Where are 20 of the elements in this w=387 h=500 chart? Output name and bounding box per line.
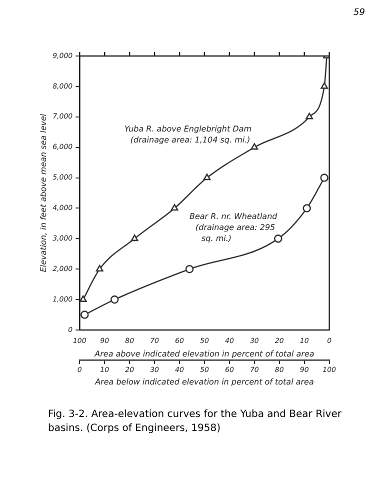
point	[110, 295, 119, 304]
caption: Fig. 3-2. Area-elevation curves for the Yuba and Bear River basins. (Corps of Engineers, 1958)	[48, 408, 342, 436]
point	[96, 264, 104, 272]
point	[185, 264, 194, 274]
series-label: Bear R. nr. Wheatland (drainage area: 295 sq. mi.)	[190, 212, 278, 244]
series-label: Yuba R. above Englebright Dam (drainage area: 1,104 sq. mi.)	[124, 124, 252, 144]
point	[80, 310, 89, 319]
text: 59	[352, 8, 366, 20]
point	[306, 112, 314, 120]
point	[320, 82, 328, 89]
x-axis-title: Area below indicated elevation in percent of total area	[94, 377, 314, 386]
point	[320, 174, 328, 182]
point	[130, 234, 138, 242]
point	[250, 143, 258, 150]
y-axis-title: Elevation, in feet above mean sea level	[38, 113, 48, 272]
x2-axis-title: Area above indicated elevation in percent of total area	[94, 349, 314, 358]
point	[274, 234, 282, 243]
point	[302, 204, 311, 212]
point	[203, 174, 211, 180]
point	[170, 204, 178, 211]
